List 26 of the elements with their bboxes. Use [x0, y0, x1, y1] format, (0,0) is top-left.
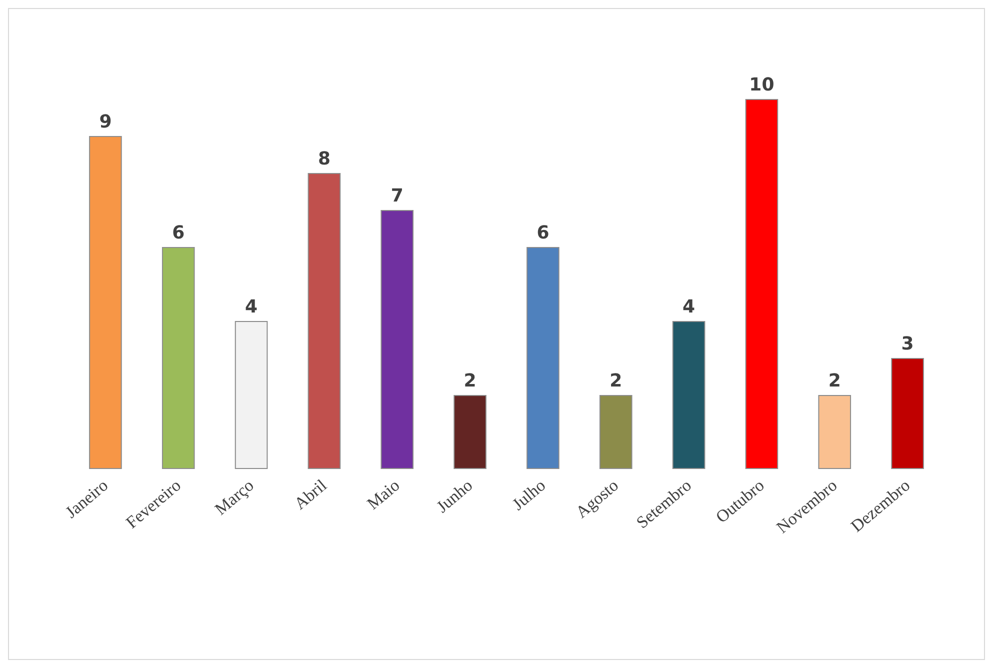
data-label: 3: [901, 334, 914, 354]
bar: [234, 321, 268, 469]
data-label: 9: [99, 112, 112, 132]
bar: [380, 210, 414, 469]
data-label: 8: [318, 148, 330, 170]
bar: [526, 247, 560, 469]
data-label: 2: [610, 370, 622, 392]
data-label: 6: [172, 222, 185, 244]
bar: [162, 247, 195, 469]
bar: [89, 136, 122, 469]
bar: [745, 99, 778, 469]
data-label: 6: [536, 222, 550, 244]
bar: [891, 358, 924, 469]
data-label: 2: [828, 370, 841, 392]
bar: [308, 173, 341, 469]
data-label: 2: [464, 370, 476, 392]
bar: [818, 395, 852, 469]
data-label: 7: [390, 186, 404, 206]
x-tick-label: Julho: [508, 476, 550, 514]
data-label: 4: [682, 296, 696, 318]
data-label: 4: [245, 296, 258, 318]
x-tick-label: Maio: [364, 476, 404, 514]
data-label: 10: [749, 74, 774, 96]
bar: [672, 321, 706, 469]
bar: [454, 395, 486, 469]
bar: [599, 395, 632, 469]
